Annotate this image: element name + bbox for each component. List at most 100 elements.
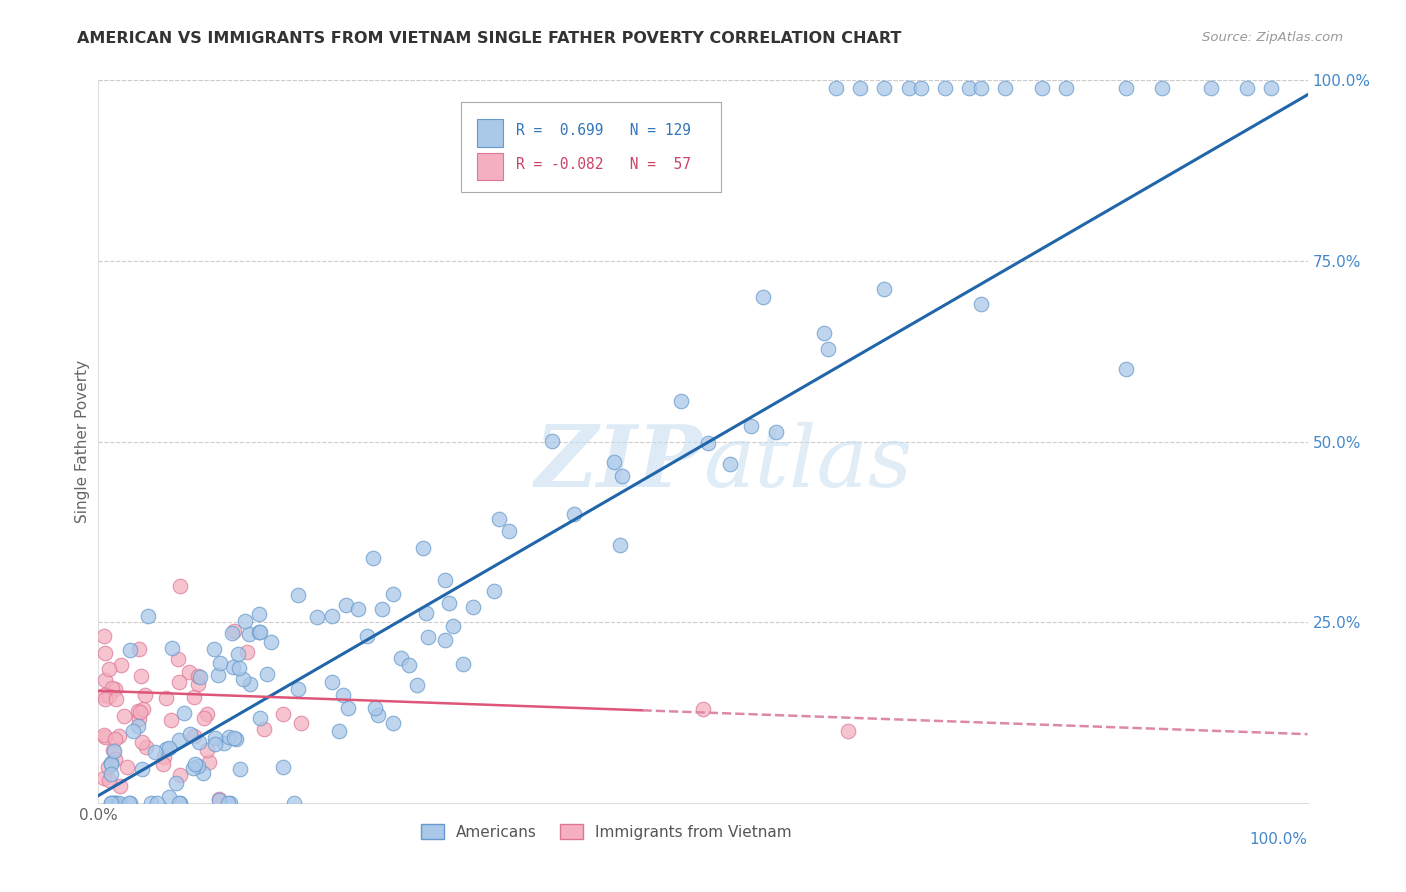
Point: [107, 729, 129, 743]
Point: [367, 707, 389, 722]
Point: [541, 434, 564, 448]
Point: [167, 796, 190, 810]
Point: [155, 742, 177, 756]
Point: [970, 297, 993, 311]
Point: [187, 669, 209, 683]
Point: [488, 512, 510, 526]
Point: [188, 735, 211, 749]
Point: [406, 678, 429, 692]
Point: [134, 689, 156, 703]
Point: [157, 741, 180, 756]
Point: [247, 607, 270, 621]
Point: [153, 750, 176, 764]
Point: [98, 662, 121, 676]
Point: [837, 723, 859, 738]
Point: [100, 756, 122, 771]
Point: [249, 711, 271, 725]
Point: [484, 584, 506, 599]
Point: [337, 701, 360, 715]
Point: [225, 732, 247, 747]
Point: [129, 705, 152, 719]
Point: [208, 793, 231, 807]
Point: [94, 731, 117, 745]
Point: [873, 80, 896, 95]
Point: [103, 744, 125, 758]
Point: [94, 692, 117, 706]
Point: [104, 796, 127, 810]
Point: [218, 796, 240, 810]
Text: R = -0.082   N =  57: R = -0.082 N = 57: [516, 157, 690, 171]
Point: [145, 745, 167, 759]
Point: [183, 757, 205, 772]
Bar: [477, 120, 503, 147]
Point: [609, 538, 631, 552]
Point: [740, 419, 762, 434]
Point: [364, 700, 387, 714]
Point: [222, 624, 245, 638]
Point: [222, 731, 245, 745]
Point: [817, 342, 839, 356]
Point: [191, 766, 214, 780]
Point: [101, 743, 124, 757]
Text: Source: ZipAtlas.com: Source: ZipAtlas.com: [1202, 31, 1343, 45]
Point: [934, 80, 956, 95]
Point: [195, 706, 218, 721]
Point: [131, 735, 153, 749]
Point: [1199, 80, 1222, 95]
Point: [382, 716, 405, 731]
Point: [100, 756, 122, 771]
Point: [897, 80, 920, 95]
Point: [260, 635, 283, 649]
Point: [204, 737, 226, 751]
Point: [463, 600, 485, 615]
Point: [104, 681, 127, 696]
Point: [129, 669, 152, 683]
Point: [135, 739, 157, 754]
Point: [873, 282, 896, 296]
Point: [160, 713, 183, 727]
Point: [167, 652, 190, 666]
Point: [232, 673, 254, 687]
Point: [193, 711, 215, 725]
Point: [93, 728, 115, 742]
Point: [253, 722, 276, 736]
Point: [249, 624, 271, 639]
Point: [108, 779, 131, 793]
Point: [1236, 80, 1258, 95]
Point: [307, 610, 329, 624]
Point: [328, 724, 350, 739]
Point: [451, 657, 474, 672]
Point: [283, 796, 305, 810]
Text: AMERICAN VS IMMIGRANTS FROM VIETNAM SINGLE FATHER POVERTY CORRELATION CHART: AMERICAN VS IMMIGRANTS FROM VIETNAM SING…: [77, 31, 901, 46]
Point: [145, 796, 167, 810]
Point: [415, 606, 437, 620]
Point: [127, 719, 149, 733]
Point: [208, 657, 231, 671]
Point: [1115, 80, 1137, 95]
Point: [112, 708, 135, 723]
Point: [217, 796, 239, 810]
Point: [273, 760, 295, 774]
Point: [115, 760, 138, 774]
Point: [287, 681, 309, 696]
Point: [752, 290, 775, 304]
Point: [104, 796, 127, 810]
Point: [188, 670, 211, 684]
Point: [249, 625, 271, 640]
Point: [718, 457, 741, 471]
Point: [765, 425, 787, 439]
Y-axis label: Single Father Poverty: Single Father Poverty: [75, 360, 90, 523]
FancyBboxPatch shape: [461, 102, 721, 193]
Point: [416, 630, 439, 644]
Point: [98, 773, 121, 788]
Point: [235, 645, 257, 659]
Point: [108, 796, 131, 810]
Point: [439, 596, 461, 610]
Point: [813, 326, 835, 340]
Point: [610, 469, 633, 483]
Point: [238, 627, 260, 641]
Point: [204, 731, 226, 746]
Point: [212, 736, 235, 750]
Point: [173, 706, 195, 720]
Point: [139, 796, 162, 810]
